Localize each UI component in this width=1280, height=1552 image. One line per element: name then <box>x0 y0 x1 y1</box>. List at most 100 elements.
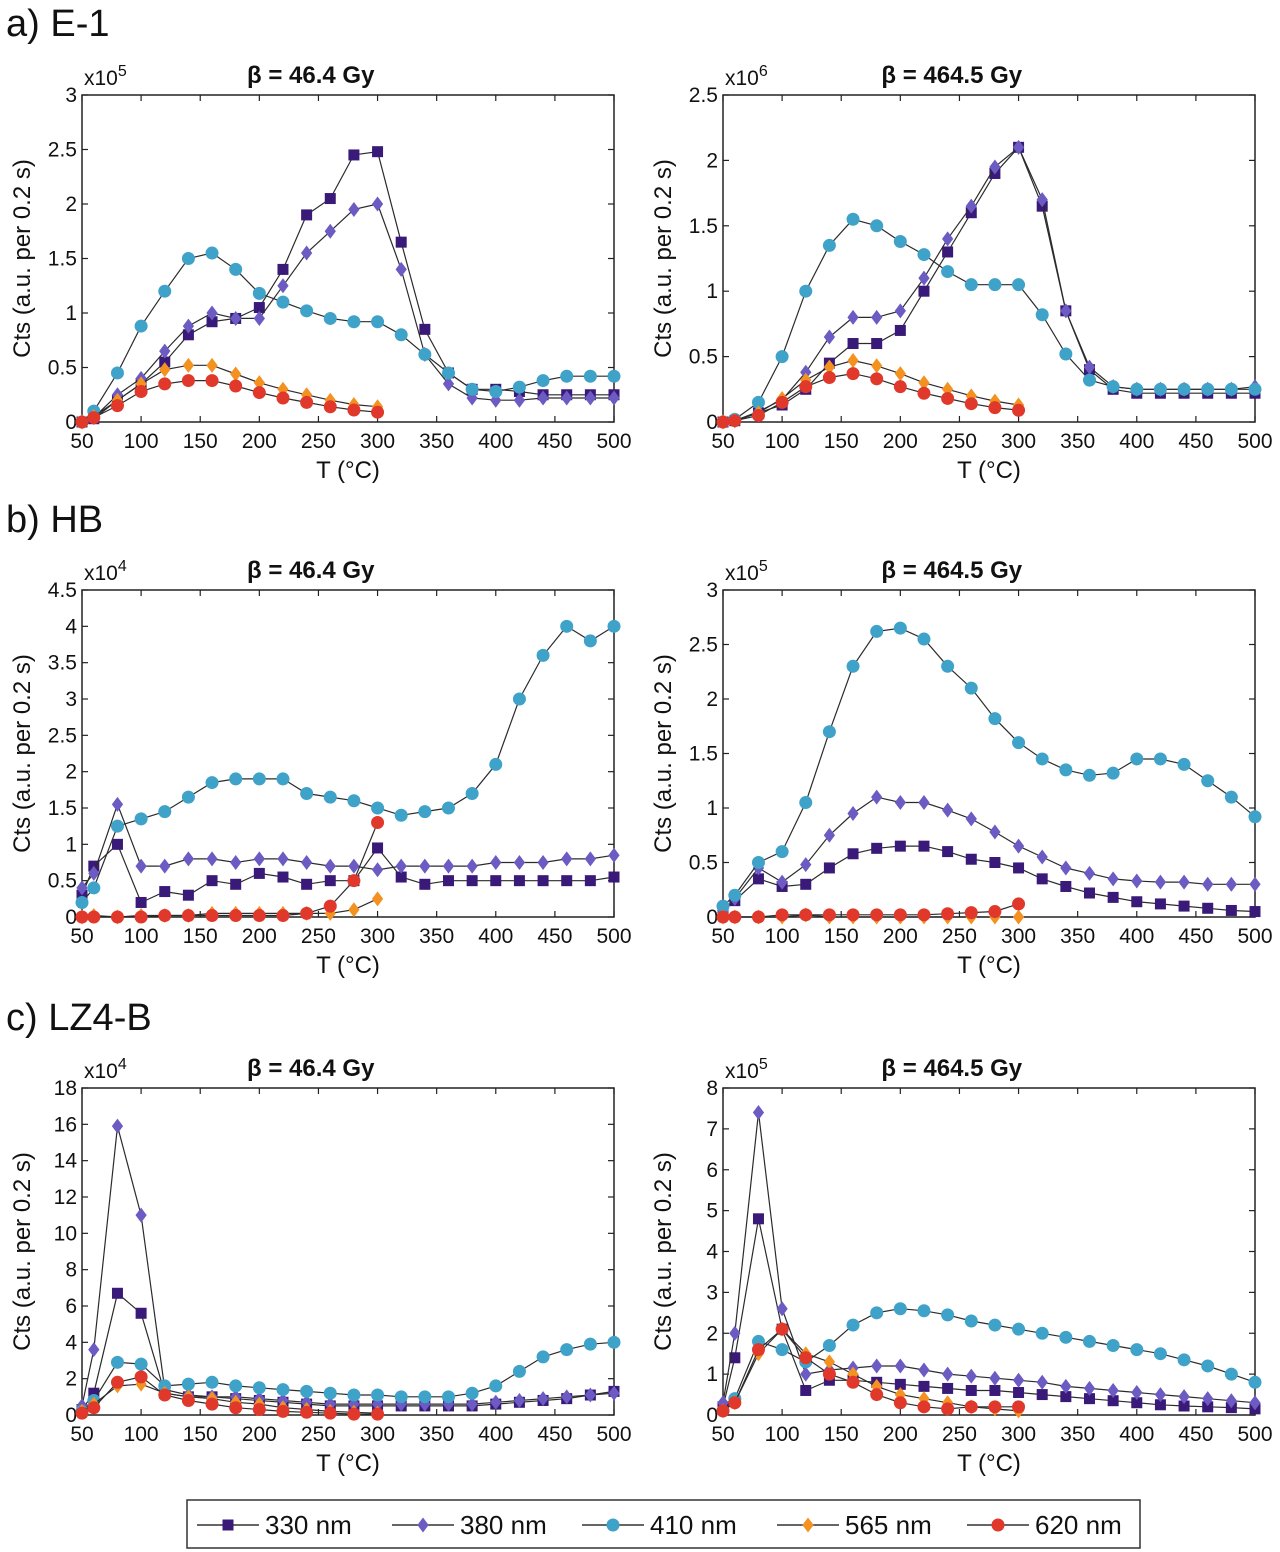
x-tick-label: 500 <box>1237 430 1272 453</box>
y-multiplier: x105 <box>725 1056 768 1083</box>
data-point <box>135 858 147 874</box>
data-point <box>1177 1353 1191 1367</box>
data-point <box>989 824 1001 840</box>
legend-label: 620 nm <box>1035 1510 1122 1540</box>
series-330-nm <box>717 840 1261 918</box>
x-tick-label: 300 <box>1001 430 1036 453</box>
data-point <box>941 659 955 673</box>
y-tick-label: 1.5 <box>689 215 718 238</box>
x-axis-label: T (°C) <box>316 457 380 484</box>
data-point <box>1012 838 1025 854</box>
data-point <box>1036 873 1048 885</box>
series-410-nm <box>716 1302 1262 1418</box>
data-point <box>728 1396 742 1410</box>
data-point <box>537 875 549 887</box>
data-point <box>751 1343 765 1357</box>
data-point <box>942 1382 954 1394</box>
data-point <box>182 318 195 334</box>
data-point <box>441 801 455 815</box>
y-tick-label: 2 <box>706 149 718 172</box>
legend-item-410-nm: 410 nm <box>582 1510 737 1540</box>
y-tick-label: 1 <box>706 1363 718 1386</box>
data-point <box>466 1396 478 1412</box>
data-point <box>583 634 597 648</box>
y-axis-label: Cts (a.u. per 0.2 s) <box>9 1152 36 1351</box>
legend-marker <box>606 1518 620 1532</box>
y-tick-label: 0 <box>706 1404 718 1427</box>
data-point <box>823 827 836 843</box>
data-point <box>729 1352 741 1364</box>
data-point <box>751 395 765 409</box>
data-point <box>1202 1391 1214 1407</box>
series-line <box>81 1126 615 1407</box>
data-point <box>230 310 242 326</box>
data-point <box>1107 891 1119 903</box>
data-point <box>964 1314 978 1328</box>
data-point <box>418 805 432 819</box>
x-tick-label: 200 <box>883 925 918 948</box>
data-point <box>134 812 148 826</box>
data-point <box>206 875 218 887</box>
data-point <box>490 855 502 870</box>
data-point <box>159 343 171 359</box>
data-point <box>1060 880 1072 892</box>
data-point <box>419 858 431 874</box>
x-tick-label: 250 <box>301 430 336 453</box>
data-point <box>75 415 89 429</box>
y-tick-label: 6 <box>65 1295 77 1318</box>
x-tick-label: 300 <box>1001 1423 1036 1446</box>
data-point <box>348 201 360 217</box>
y-tick-label: 0 <box>706 906 718 929</box>
data-point <box>159 356 171 368</box>
data-point <box>822 1339 836 1353</box>
y-tick-label: 1 <box>706 797 718 820</box>
data-point <box>110 1375 124 1389</box>
data-point <box>230 878 242 890</box>
y-tick-label: 2 <box>65 761 77 784</box>
data-point <box>894 1358 906 1374</box>
x-tick-label: 100 <box>765 925 800 948</box>
series-620-nm <box>75 1370 385 1421</box>
y-tick-label: 4 <box>65 615 77 638</box>
data-point <box>871 842 883 854</box>
x-tick-label: 200 <box>242 925 277 948</box>
data-point <box>799 1351 813 1365</box>
data-point <box>964 278 978 292</box>
data-point <box>87 910 101 924</box>
data-point <box>1012 139 1025 155</box>
data-point <box>276 1383 290 1397</box>
data-point <box>561 390 573 406</box>
legend-label: 330 nm <box>265 1510 352 1540</box>
data-point <box>894 1378 906 1390</box>
data-point <box>1225 876 1237 892</box>
data-point <box>134 1357 148 1371</box>
data-point <box>583 369 597 383</box>
data-point <box>252 772 266 786</box>
data-point <box>1013 862 1025 874</box>
data-point <box>752 1105 765 1121</box>
data-point <box>560 369 574 383</box>
data-point <box>181 252 195 265</box>
data-point <box>347 403 361 417</box>
data-point <box>893 1396 907 1410</box>
legend-marker <box>991 1518 1005 1532</box>
data-point <box>442 858 455 874</box>
data-point <box>729 1325 741 1341</box>
data-point <box>371 816 385 830</box>
data-point <box>871 358 883 374</box>
data-point <box>752 873 764 885</box>
data-point <box>323 790 337 804</box>
data-point <box>917 1400 931 1414</box>
data-point <box>799 908 813 922</box>
y-tick-label: 4.5 <box>48 579 77 602</box>
series-620-nm <box>75 374 385 429</box>
data-point <box>348 149 360 161</box>
x-axis-label: T (°C) <box>316 952 380 979</box>
data-point <box>252 1403 266 1417</box>
x-tick-label: 200 <box>242 430 277 453</box>
data-point <box>1153 382 1167 396</box>
y-tick-label: 8 <box>65 1259 77 1282</box>
data-point <box>583 1337 597 1351</box>
data-point <box>847 805 859 821</box>
y-multiplier: x104 <box>84 1056 127 1083</box>
